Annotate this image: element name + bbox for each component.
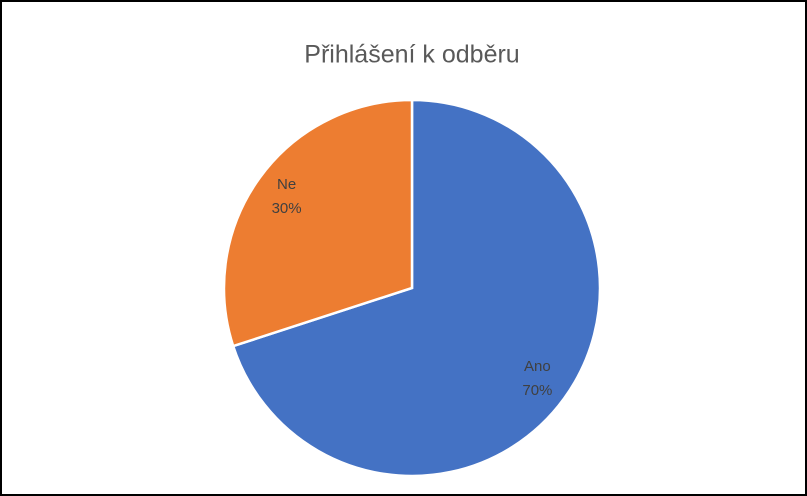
- data-label-value: 30%: [272, 200, 302, 217]
- pie-slice: [222, 98, 414, 348]
- data-label-value: 70%: [522, 382, 552, 399]
- chart-title: Přihlášení k odběru: [304, 41, 519, 69]
- data-label-category: Ano: [524, 358, 551, 375]
- pie-slice: [231, 98, 602, 478]
- data-label-category: Ne: [277, 176, 296, 193]
